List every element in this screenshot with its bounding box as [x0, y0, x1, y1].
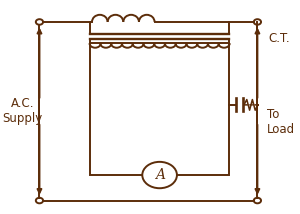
Bar [90, 43, 230, 175]
Text: C.T.: C.T. [268, 33, 290, 45]
Text: A.C.
Supply: A.C. Supply [3, 97, 43, 125]
Circle shape [142, 162, 177, 188]
Text: To
Load: To Load [267, 108, 295, 136]
Text: A: A [154, 168, 165, 182]
